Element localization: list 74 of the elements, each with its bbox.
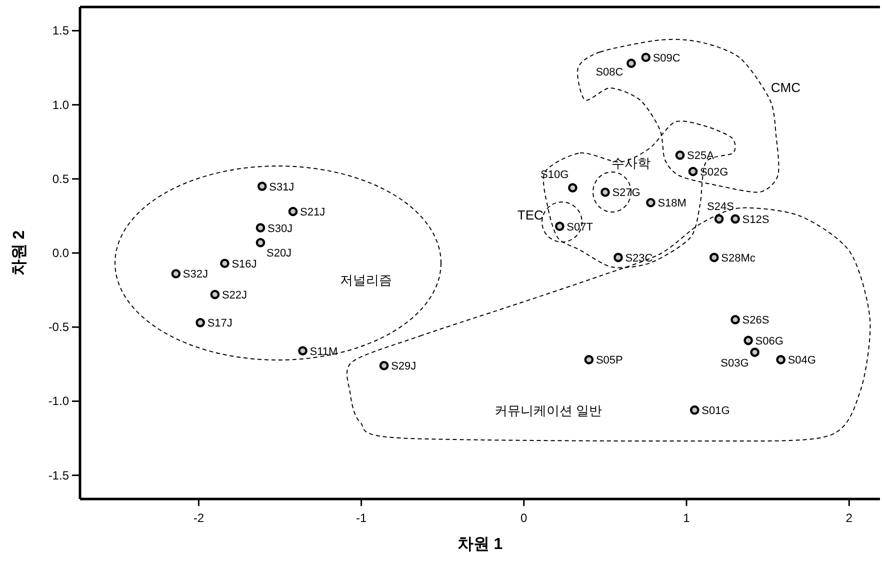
annotation: S11M	[310, 346, 338, 358]
point	[750, 348, 760, 357]
point	[776, 355, 786, 364]
y-tick-label: 0.0	[52, 246, 70, 260]
annotation: S25A	[687, 150, 715, 162]
y-axis-title: 차원 2	[11, 230, 28, 276]
point	[568, 183, 578, 192]
annotation: S12S	[742, 214, 770, 226]
y-tick-label: 1.5	[52, 24, 70, 38]
point	[379, 360, 389, 370]
annotation: S31J	[269, 181, 294, 194]
annotation: 커뮤니케이션 일반	[494, 403, 602, 418]
x-tick-label: 1	[683, 511, 690, 525]
y-tick-label: 0.5	[52, 172, 70, 186]
annotation: S29J	[391, 360, 416, 373]
annotation: S18M	[658, 198, 686, 210]
point	[171, 269, 181, 278]
point	[555, 222, 564, 231]
point	[730, 214, 740, 224]
point	[220, 258, 230, 268]
x-tick-label: -2	[193, 511, 204, 525]
point	[210, 290, 220, 300]
annotation: S26S	[742, 314, 770, 327]
annotation: 저널리즘	[340, 272, 392, 288]
point	[709, 252, 719, 262]
point	[641, 52, 651, 62]
point	[584, 355, 594, 364]
point	[600, 188, 610, 197]
point	[730, 315, 740, 324]
annotation: S23C	[625, 252, 653, 264]
x-tick-label: -1	[356, 511, 367, 525]
point	[675, 150, 685, 160]
annotation: S02G	[700, 166, 728, 178]
annotation: S06G	[755, 335, 784, 348]
annotation: S08C	[596, 66, 624, 78]
annotation: S04G	[788, 354, 816, 367]
annotation: S32J	[182, 268, 208, 281]
point	[690, 405, 700, 415]
point	[298, 346, 308, 356]
annotation: S24S	[707, 200, 734, 213]
annotation: 수사학	[612, 156, 651, 171]
x-tick-label: 0	[520, 511, 528, 525]
annotation: S16J	[232, 258, 257, 270]
annotation: S20J	[266, 248, 292, 260]
annotation: S22J	[222, 289, 248, 302]
point	[614, 252, 623, 262]
x-axis-title: 차원 1	[457, 536, 503, 553]
point	[688, 166, 698, 176]
point	[256, 238, 266, 248]
y-tick-label: 1.0	[52, 98, 70, 112]
annotation: S28Mc	[721, 252, 756, 264]
annotation: S01G	[702, 405, 730, 418]
point	[714, 214, 724, 224]
annotation: S21J	[300, 206, 326, 219]
y-tick-label: -1.5	[48, 468, 70, 482]
annotation: S10G	[540, 168, 569, 181]
annotation: CMC	[770, 80, 800, 96]
annotation: S09C	[652, 52, 680, 64]
point	[257, 182, 267, 191]
point	[256, 223, 266, 232]
annotation: TEC	[517, 207, 544, 222]
annotation: S05P	[596, 354, 623, 367]
point	[626, 58, 636, 68]
y-tick-label: -1.0	[48, 394, 70, 408]
point	[196, 318, 205, 328]
x-tick-label: 2	[846, 511, 853, 525]
y-tick-label: -0.5	[48, 320, 70, 334]
annotation: S30J	[267, 222, 293, 235]
point	[646, 198, 656, 208]
annotation: S03G	[720, 357, 749, 370]
annotation: S07T	[566, 221, 594, 234]
point	[744, 336, 753, 346]
point	[288, 206, 298, 216]
annotation: S17J	[207, 318, 232, 330]
